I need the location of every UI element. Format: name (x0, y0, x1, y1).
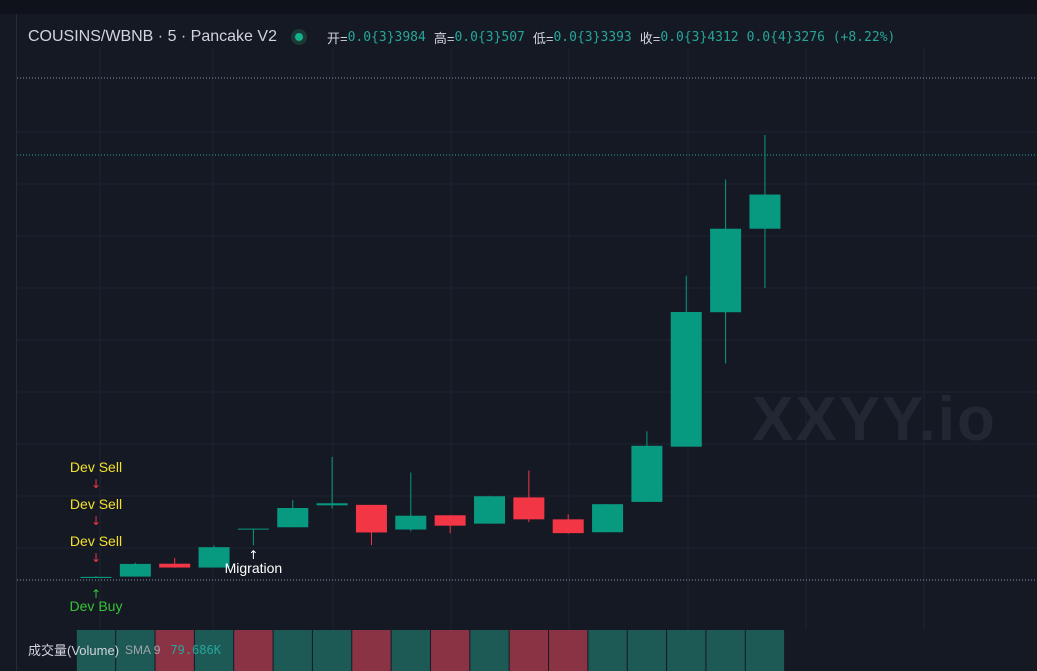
candle-body (513, 497, 545, 520)
volume-bar (273, 630, 312, 671)
candle-body (710, 228, 742, 313)
volume-bar (116, 630, 155, 671)
candle-body (395, 515, 427, 530)
volume-bar (627, 630, 667, 671)
volume-bar (430, 630, 470, 671)
candle-body (749, 194, 781, 229)
candle-body (159, 563, 191, 568)
candle-body (592, 504, 624, 533)
open-label: 开= (326, 30, 348, 46)
candle-body (552, 519, 584, 534)
grid-lines (17, 48, 1037, 630)
candle-body (119, 563, 151, 577)
volume-legend: 成交量(Volume) SMA 9 79.686K (28, 640, 221, 659)
dev-buy-arrow: ↑ (91, 587, 101, 601)
migration-arrow: ↑ (248, 548, 258, 562)
top-toolbar-strip (0, 0, 1037, 14)
volume-bar (234, 630, 273, 671)
dev-sell-arrow: ↓ (91, 477, 101, 491)
dev-sell-arrow: ↓ (91, 514, 101, 528)
dev-sell-label: Dev Sell (70, 533, 122, 549)
dev-sell-label: Dev Sell (70, 459, 122, 475)
volume-bar (76, 630, 116, 671)
dev-sell-arrow: ↓ (91, 551, 101, 565)
low-label: 低= (532, 30, 554, 46)
candle-body (316, 503, 348, 506)
volume-bar (194, 630, 234, 671)
volume-bar (470, 630, 509, 671)
candle-body (237, 528, 269, 530)
close-label: 收= (639, 30, 661, 46)
volume-bar (509, 630, 549, 671)
candle-body (434, 515, 466, 526)
volume-bar (549, 630, 588, 671)
sma-value: 79.686K (170, 642, 221, 657)
volume-title[interactable]: 成交量(Volume) (28, 643, 120, 658)
dev-buy-label: Dev Buy (70, 598, 123, 614)
volume-bar (391, 630, 430, 671)
volume-bar (706, 630, 745, 671)
watermark-logo: XXYY.io (752, 385, 997, 454)
status-dot-icon[interactable] (290, 29, 307, 45)
trade-annotations: Dev Sell↓Dev Sell↓Dev Sell↓↑Dev Buy↑Migr… (70, 459, 283, 614)
price-legend: COUSINS/WBNB · 5 · Pancake V2 开= 0.0{3}3… (28, 27, 903, 47)
pair-title[interactable]: COUSINS/WBNB · 5 · Pancake V2 (28, 28, 277, 45)
close-value: 0.0{3}4312 (660, 29, 739, 45)
volume-bar (312, 630, 352, 671)
candle-body (631, 445, 663, 502)
volume-bar (667, 630, 706, 671)
candle-body (670, 312, 702, 447)
reference-lines (17, 77, 1037, 581)
high-label: 高= (433, 30, 455, 46)
change-value: 0.0{4}3276 (+8.22%) (746, 29, 896, 45)
candle-body (198, 547, 230, 568)
volume-bar (588, 630, 627, 671)
open-value: 0.0{3}3984 (347, 29, 426, 45)
volume-bar (155, 630, 194, 671)
candles (80, 135, 781, 578)
dev-sell-label: Dev Sell (70, 496, 122, 512)
candle-body (80, 576, 112, 578)
low-value: 0.0{3}3393 (553, 29, 632, 45)
migration-label: Migration (225, 560, 283, 576)
candle-body (474, 496, 505, 524)
sma-label: SMA 9 (125, 642, 161, 657)
candle-body (277, 508, 309, 528)
volume-bar (745, 630, 785, 671)
volume-bars (76, 630, 785, 671)
volume-bar (352, 630, 391, 671)
candle-body (355, 504, 387, 533)
high-value: 0.0{3}507 (454, 29, 525, 45)
